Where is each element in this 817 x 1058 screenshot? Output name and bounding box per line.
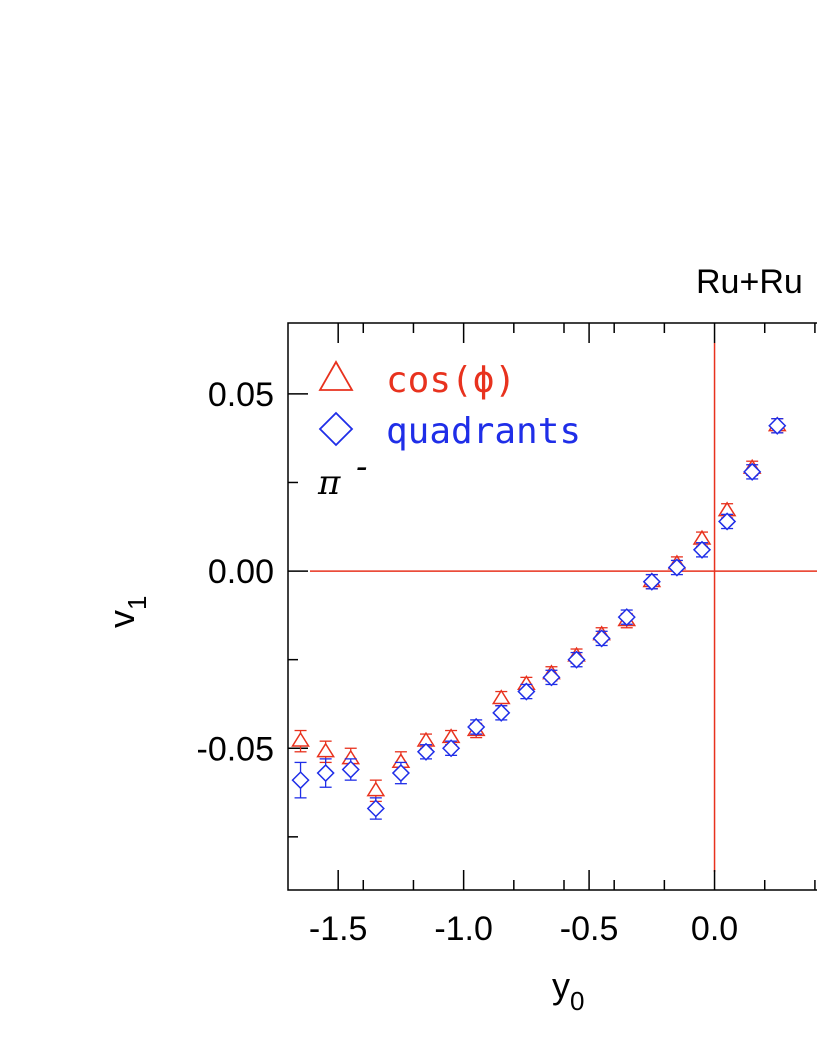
diamond-point bbox=[442, 739, 461, 758]
diamond-point bbox=[718, 512, 737, 531]
diamond-point bbox=[542, 668, 561, 687]
diamond-point bbox=[667, 558, 686, 577]
particle-label: π bbox=[317, 463, 341, 503]
diamond-point bbox=[743, 462, 762, 481]
diamond-point bbox=[768, 416, 787, 435]
y-tick-label: 0.00 bbox=[208, 553, 274, 591]
diamond-point bbox=[341, 760, 360, 779]
triangle-point bbox=[316, 742, 335, 758]
x-axis-title-main: y bbox=[552, 965, 570, 1006]
plot-border bbox=[287, 322, 817, 891]
x-tick-label: 0.0 bbox=[691, 910, 738, 948]
diamond-point bbox=[416, 742, 436, 761]
diamond-point bbox=[592, 629, 611, 648]
reference-lines bbox=[310, 343, 817, 872]
particle-charge: - bbox=[356, 447, 368, 487]
y-axis-title: v1 bbox=[101, 596, 152, 628]
y-axis-title-main: v bbox=[101, 610, 142, 628]
diamond-point bbox=[617, 608, 636, 627]
plot-frame bbox=[287, 322, 817, 891]
x-axis: -1.5 -1.0 -0.5 0.0 bbox=[309, 323, 816, 948]
legend-label-cos-phi: cos(ϕ) bbox=[386, 360, 516, 401]
diamond-point bbox=[467, 717, 486, 737]
diamond-point bbox=[316, 763, 335, 783]
diamond-point bbox=[567, 650, 586, 669]
x-tick-label: -1.0 bbox=[434, 910, 493, 948]
legend: cos(ϕ) quadrants π - bbox=[317, 360, 581, 503]
triangle-point bbox=[491, 689, 511, 705]
series-quadrants bbox=[291, 416, 787, 820]
data-marks bbox=[291, 416, 787, 820]
diamond-point bbox=[692, 540, 712, 559]
diamond-point bbox=[517, 682, 536, 701]
legend-triangle-icon bbox=[318, 360, 354, 391]
legend-label-quadrants: quadrants bbox=[386, 411, 581, 452]
x-axis-title-subscript: 0 bbox=[570, 986, 584, 1016]
x-tick-label: -1.5 bbox=[309, 910, 368, 948]
x-tick-label: -0.5 bbox=[560, 910, 619, 948]
y-axis: 0.05 0.00 -0.05 bbox=[197, 376, 308, 838]
diamond-point bbox=[366, 799, 385, 818]
legend-diamond-icon bbox=[318, 411, 354, 447]
chart-title: Ru+Ru bbox=[696, 263, 803, 301]
y-axis-title-subscript: 1 bbox=[122, 596, 152, 610]
x-axis-title: y0 bbox=[552, 965, 584, 1016]
triangle-point bbox=[366, 781, 386, 797]
y-tick-label: -0.05 bbox=[197, 730, 275, 768]
diamond-point bbox=[391, 763, 410, 783]
diamond-point bbox=[291, 771, 310, 790]
triangle-point bbox=[291, 731, 310, 747]
diamond-point bbox=[642, 572, 661, 591]
diamond-point bbox=[492, 703, 511, 722]
y-tick-label: 0.05 bbox=[208, 376, 274, 414]
